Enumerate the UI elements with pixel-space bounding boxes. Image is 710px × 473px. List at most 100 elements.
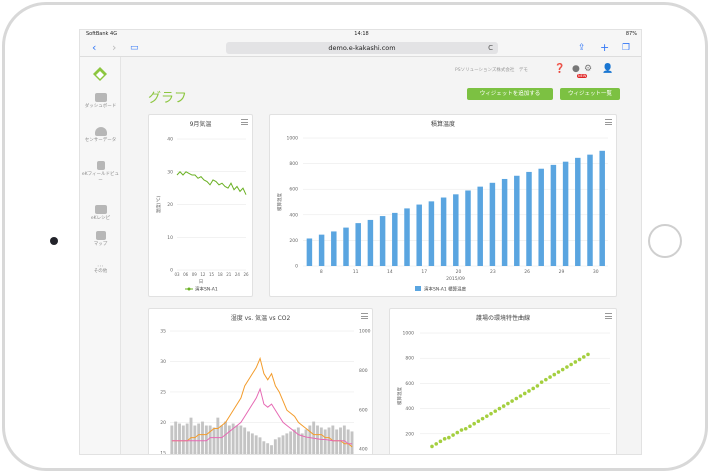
chart-menu-icon[interactable] xyxy=(605,313,612,319)
bar xyxy=(453,194,459,266)
share-icon[interactable]: ⇪ xyxy=(578,43,586,53)
co2-bar xyxy=(201,421,204,454)
sidebar-item-recipe[interactable]: eKレシピ xyxy=(80,205,121,222)
x-tick-label: 21 xyxy=(226,272,232,277)
back-icon[interactable]: ‹ xyxy=(92,41,97,54)
co2-bar xyxy=(235,425,239,454)
reload-icon[interactable]: C xyxy=(488,44,493,52)
sidebar-item-more[interactable]: ⋯ その他 xyxy=(80,263,121,275)
sidebar-item-label: ダッシュボード xyxy=(84,104,117,109)
logo-icon[interactable] xyxy=(92,66,108,82)
co2-bar xyxy=(227,425,231,454)
scatter-point xyxy=(539,380,544,384)
x-tick-label: 14 xyxy=(387,269,393,275)
browser-toolbar: ‹ › ▭ demo.e-kakashi.com C ⇪ + ❐ xyxy=(80,39,641,57)
scatter-point xyxy=(535,384,540,388)
scatter-point xyxy=(527,389,531,393)
scatter-point xyxy=(586,352,590,357)
scatter-point xyxy=(463,426,468,431)
x-tick-label: 24 xyxy=(235,272,241,277)
co2-bar xyxy=(224,421,227,454)
bar xyxy=(367,219,374,266)
company-name: PSソリューションズ株式会社 デモ xyxy=(455,68,528,73)
chart-card-temperature: 9月気温 0 10 20 30 40 03 06 09 12 15 18 21 24 26 日 温度(℃) 演本… xyxy=(148,114,253,297)
co2-bar xyxy=(185,423,189,454)
y-tick-label-right: 400 xyxy=(359,447,368,453)
temperature-line xyxy=(171,356,353,448)
chart-title: 護場の環境特性曲線 xyxy=(475,315,530,322)
chart-menu-icon[interactable] xyxy=(241,119,248,125)
sidebar-item-sensor-data[interactable]: センサーデータ xyxy=(80,127,121,144)
add-widget-button[interactable]: ウィジェットを追加する xyxy=(467,88,553,100)
co2-bar xyxy=(181,425,185,454)
co2-bar xyxy=(204,425,208,454)
scatter-point xyxy=(573,360,578,364)
y-tick-label: 0 xyxy=(170,268,173,274)
help-icon[interactable]: ❓ xyxy=(554,64,566,74)
sidebar-item-label: eKフィールドビュー xyxy=(81,172,120,183)
address-bar[interactable]: demo.e-kakashi.com C xyxy=(226,42,498,54)
co2-bar xyxy=(316,425,319,454)
scatter-point xyxy=(447,435,451,440)
scatter-point xyxy=(497,406,502,411)
user-icon[interactable]: 👤 xyxy=(602,64,614,74)
chart-card-scatter: 護場の環境特性曲線 02004006008001000積算温度 xyxy=(389,308,617,454)
co2-bar xyxy=(281,435,285,454)
co2-bar xyxy=(293,429,296,454)
co2-bar xyxy=(342,425,346,454)
home-button[interactable] xyxy=(648,224,682,258)
scatter-point xyxy=(476,419,481,423)
y-axis-label: 積算温度 xyxy=(276,193,283,211)
gear-icon[interactable]: ⚙ xyxy=(584,64,593,74)
co2-bar xyxy=(262,441,266,454)
chart-menu-icon[interactable] xyxy=(605,119,612,125)
legend-swatch xyxy=(415,286,421,291)
y-tick-label: 600 xyxy=(405,381,414,387)
bar xyxy=(514,175,520,266)
co2-bar xyxy=(189,417,193,454)
co2-bar xyxy=(335,429,339,454)
co2-bar xyxy=(220,425,224,454)
chart-menu-icon[interactable] xyxy=(361,313,368,319)
notification-icon[interactable]: ● xyxy=(572,64,580,74)
sidebar-item-map[interactable]: マップ xyxy=(80,231,121,248)
bar xyxy=(587,154,593,266)
bookmarks-icon[interactable]: ▭ xyxy=(130,43,139,53)
scatter-point xyxy=(548,375,552,379)
widget-list-button[interactable]: ウィジェット一覧 xyxy=(560,88,620,100)
sidebar-item-field-view[interactable]: eKフィールドビュー xyxy=(80,161,121,184)
scatter-point xyxy=(522,391,527,396)
bar xyxy=(428,201,435,266)
y-tick-label-left: 35 xyxy=(160,329,166,335)
y-tick-label: 400 xyxy=(405,406,414,412)
bar xyxy=(416,204,422,266)
bar xyxy=(599,150,605,266)
x-tick-label: 8 xyxy=(320,269,323,275)
url-text: demo.e-kakashi.com xyxy=(328,44,396,52)
more-icon: ⋯ xyxy=(97,262,104,270)
humidity-line xyxy=(171,387,353,445)
x-tick-label: 17 xyxy=(421,269,427,275)
scatter-point xyxy=(506,401,510,406)
battery-label: 87% xyxy=(625,31,637,37)
co2-bar xyxy=(273,439,277,454)
map-icon xyxy=(95,231,106,240)
tabs-icon[interactable]: ❐ xyxy=(622,43,631,53)
legend-label: 演本SN-A1 積算温度 xyxy=(424,286,467,293)
forward-icon[interactable]: › xyxy=(112,41,117,54)
co2-bar xyxy=(285,433,289,454)
new-tab-icon[interactable]: + xyxy=(600,41,610,54)
bar xyxy=(501,178,508,266)
chart-title: 湿度 vs. 気温 vs CO2 xyxy=(230,315,291,322)
y-tick-label: 400 xyxy=(289,212,298,218)
x-tick-label: 09 xyxy=(192,272,198,277)
co2-bar xyxy=(277,437,281,454)
legend-marker xyxy=(187,287,191,291)
x-tick-label: 30 xyxy=(593,269,599,275)
recipe-icon xyxy=(94,205,107,214)
chart-title: 9月気温 xyxy=(189,121,212,128)
sidebar-item-dashboard[interactable]: ダッシュボード xyxy=(80,93,121,110)
scatter-point xyxy=(468,424,472,429)
y-tick-label: 1000 xyxy=(403,331,415,337)
